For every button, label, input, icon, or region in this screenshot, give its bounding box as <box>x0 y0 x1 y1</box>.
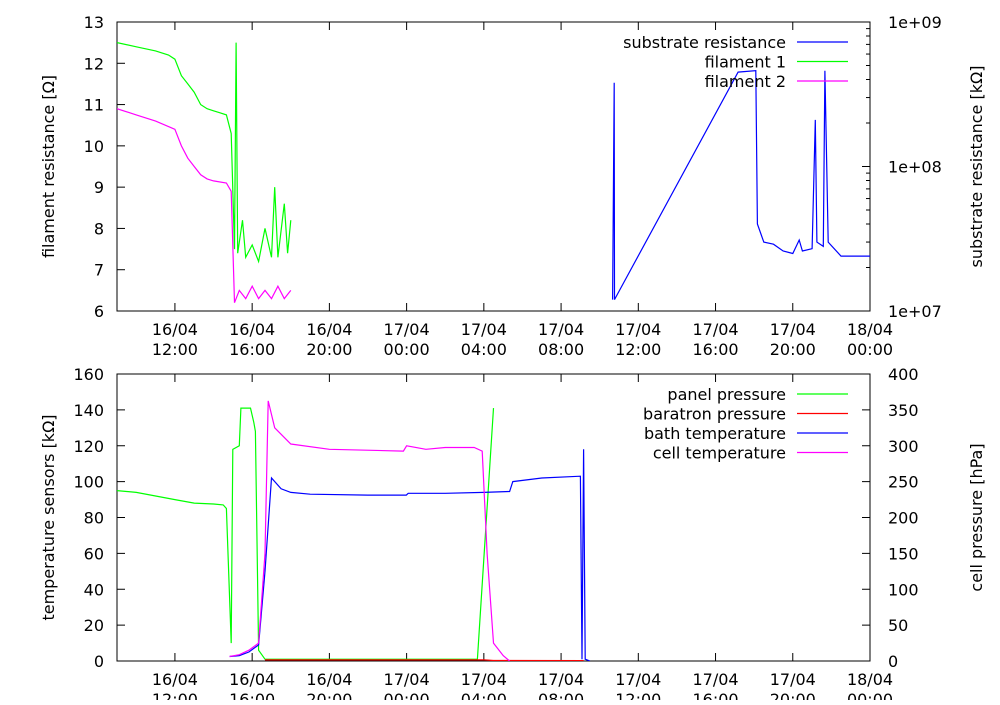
p2-series-line-panel-pressure <box>117 407 495 660</box>
p2-y-tick-label-6: 120 <box>73 437 104 456</box>
p2-y2-tick-label-8: 400 <box>888 365 919 384</box>
p2-y-tick-label-1: 20 <box>84 616 104 635</box>
p2-series-line-bath-temperature <box>229 449 591 661</box>
p1-y-tick-label-0: 6 <box>94 302 104 321</box>
p2-x-tick-date-1: 16/04 <box>229 670 275 689</box>
p2-y2-tick-label-3: 150 <box>888 544 919 563</box>
p2-y2-tick-label-2: 100 <box>888 580 919 599</box>
p2-series-line-cell-temperature <box>229 400 510 661</box>
p1-y-tick-label-7: 13 <box>84 13 104 32</box>
p2-legend-label-panel-pressure: panel pressure <box>667 385 786 404</box>
p1-y2-tick-label-2: 1e+09 <box>888 13 942 32</box>
p2-y-tick-label-4: 80 <box>84 509 104 528</box>
p2-x-tick-date-3: 17/04 <box>384 670 430 689</box>
p2-x-tick-time-7: 16:00 <box>692 690 738 700</box>
p2-y2-tick-label-4: 200 <box>888 509 919 528</box>
p1-x-tick-time-0: 12:00 <box>152 340 198 359</box>
p1-x-tick-date-1: 16/04 <box>229 320 275 339</box>
p1-y-tick-label-1: 7 <box>94 261 104 280</box>
p1-x-tick-time-4: 04:00 <box>461 340 507 359</box>
p1-x-tick-date-6: 17/04 <box>615 320 661 339</box>
p2-series-line-baratron-pressure <box>265 659 584 661</box>
p1-series-line-substrate-resistance <box>611 70 870 300</box>
p2-y2-tick-label-5: 250 <box>888 473 919 492</box>
p1-x-tick-time-9: 00:00 <box>847 340 893 359</box>
p2-y-axis-label: temperature sensors [kΩ] <box>39 414 58 620</box>
p1-y-tick-label-4: 10 <box>84 137 104 156</box>
p2-x-tick-date-5: 17/04 <box>538 670 584 689</box>
p2-legend-label-bath-temperature: bath temperature <box>644 424 786 443</box>
p2-x-tick-date-8: 17/04 <box>770 670 816 689</box>
p1-series-line-filament-1 <box>117 42 292 264</box>
p1-y2-axis-label: substrate resistance [kΩ] <box>967 66 986 268</box>
p2-x-tick-time-3: 00:00 <box>384 690 430 700</box>
p2-x-tick-date-7: 17/04 <box>692 670 738 689</box>
p2-y2-tick-label-6: 300 <box>888 437 919 456</box>
p2-legend-label-cell-temperature: cell temperature <box>653 444 786 463</box>
p2-legend-label-baratron-pressure: baratron pressure <box>643 405 786 424</box>
p2-x-tick-time-4: 04:00 <box>461 690 507 700</box>
p2-y2-tick-label-0: 0 <box>888 652 898 671</box>
p2-x-tick-time-0: 12:00 <box>152 690 198 700</box>
p1-x-tick-time-1: 16:00 <box>229 340 275 359</box>
p1-x-tick-date-2: 16/04 <box>306 320 352 339</box>
p1-x-tick-time-6: 12:00 <box>615 340 661 359</box>
p2-y2-tick-label-7: 350 <box>888 401 919 420</box>
p1-y2-tick-label-1: 1e+08 <box>888 158 942 177</box>
p1-x-tick-time-2: 20:00 <box>306 340 352 359</box>
p2-y-tick-label-3: 60 <box>84 544 104 563</box>
p2-x-tick-time-6: 12:00 <box>615 690 661 700</box>
p1-legend-label-substrate-resistance: substrate resistance <box>623 33 786 52</box>
p2-x-tick-date-9: 18/04 <box>847 670 893 689</box>
p2-y2-axis-label: cell pressure [hPa] <box>967 443 986 591</box>
p2-x-tick-time-9: 00:00 <box>847 690 893 700</box>
p1-x-tick-date-5: 17/04 <box>538 320 584 339</box>
p1-legend-label-filament-2: filament 2 <box>705 72 786 91</box>
p1-x-tick-date-4: 17/04 <box>461 320 507 339</box>
p2-y-tick-label-5: 100 <box>73 473 104 492</box>
p1-x-tick-time-8: 20:00 <box>770 340 816 359</box>
p1-y-tick-label-5: 11 <box>84 96 104 115</box>
p2-y-tick-label-7: 140 <box>73 401 104 420</box>
p2-x-tick-date-0: 16/04 <box>152 670 198 689</box>
p1-x-tick-date-3: 17/04 <box>384 320 430 339</box>
p1-y2-tick-label-0: 1e+07 <box>888 302 942 321</box>
p2-x-tick-date-6: 17/04 <box>615 670 661 689</box>
p2-x-tick-time-5: 08:00 <box>538 690 584 700</box>
p1-legend-label-filament-1: filament 1 <box>705 53 786 72</box>
p1-y-tick-label-2: 8 <box>94 219 104 238</box>
p1-series-line-filament-2 <box>117 108 292 303</box>
p2-y-tick-label-8: 160 <box>73 365 104 384</box>
p2-x-tick-time-8: 20:00 <box>770 690 816 700</box>
p2-x-tick-time-2: 20:00 <box>306 690 352 700</box>
p2-y-tick-label-0: 0 <box>94 652 104 671</box>
p1-x-tick-time-5: 08:00 <box>538 340 584 359</box>
p1-x-tick-time-3: 00:00 <box>384 340 430 359</box>
p2-x-tick-date-4: 17/04 <box>461 670 507 689</box>
p1-y-tick-label-3: 9 <box>94 178 104 197</box>
p1-x-tick-time-7: 16:00 <box>692 340 738 359</box>
p1-x-tick-date-0: 16/04 <box>152 320 198 339</box>
p2-y-tick-label-2: 40 <box>84 580 104 599</box>
p2-y2-tick-label-1: 50 <box>888 616 908 635</box>
p1-y-tick-label-6: 12 <box>84 54 104 73</box>
p1-x-tick-date-7: 17/04 <box>692 320 738 339</box>
p1-y-axis-label: filament resistance [Ω] <box>39 75 58 258</box>
p1-x-tick-date-9: 18/04 <box>847 320 893 339</box>
p2-x-tick-date-2: 16/04 <box>306 670 352 689</box>
p2-x-tick-time-1: 16:00 <box>229 690 275 700</box>
p1-x-tick-date-8: 17/04 <box>770 320 816 339</box>
